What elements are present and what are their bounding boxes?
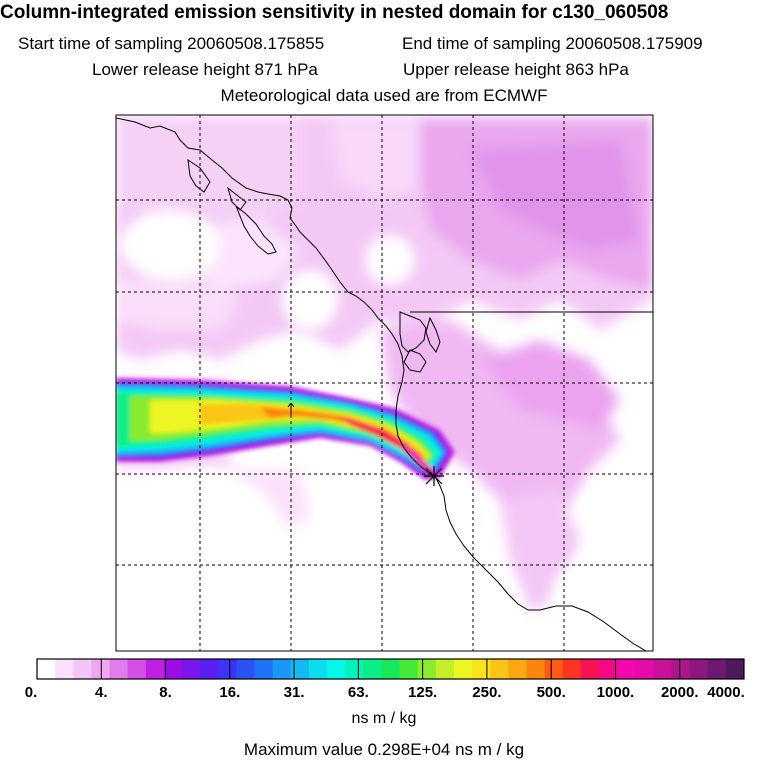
color-scale-swatch [381, 659, 400, 679]
lower-release-height-label: Lower release height 871 hPa [92, 60, 318, 79]
color-scale-swatch [254, 659, 274, 679]
color-scale-swatch [635, 659, 654, 679]
color-scale-swatch [562, 659, 582, 679]
color-scale-swatch [435, 659, 455, 679]
color-scale-swatch [544, 659, 564, 679]
units-label: ns m / kg [351, 710, 417, 727]
color-scale-swatch [272, 659, 292, 679]
color-scale-swatch [671, 659, 691, 679]
color-scale-swatch [725, 659, 745, 679]
color-scale-swatch [526, 659, 545, 679]
upper-release-height-label: Upper release height 863 hPa [403, 60, 629, 79]
color-scale-swatch [453, 659, 473, 679]
color-scale-swatch [689, 659, 709, 679]
start-time-label: Start time of sampling 20060508.175855 [18, 34, 325, 53]
color-scale-swatch [182, 659, 201, 679]
color-scale-swatch [218, 659, 237, 679]
end-time-label: End time of sampling 20060508.175909 [402, 34, 703, 53]
color-scale-swatch [472, 659, 491, 679]
maximum-value-label: Maximum value 0.298E+04 ns m / kg [243, 740, 525, 759]
color-scale-swatch [617, 659, 636, 679]
color-scale-swatch [399, 659, 419, 679]
zero-regions [116, 210, 650, 645]
release-location-marker [424, 466, 444, 486]
color-scale-swatch [580, 659, 600, 679]
color-scale-tick-label: 2000. [660, 684, 699, 701]
color-scale-bar [36, 658, 745, 680]
color-scale-swatch [145, 659, 165, 679]
color-scale-tick-label: 500. [536, 684, 566, 701]
emission-plume [116, 378, 455, 480]
color-scale-swatch [55, 659, 74, 679]
color-scale-swatch [73, 659, 92, 679]
color-scale-tick-label: 0. [24, 684, 38, 701]
color-scale-swatch [200, 659, 219, 679]
color-scale-swatch [707, 659, 727, 679]
color-scale-tick-label: 1000. [596, 684, 635, 701]
color-scale-swatch [598, 659, 618, 679]
color-scale-tick-label: 125. [408, 684, 438, 701]
color-scale-swatch [290, 659, 310, 679]
color-scale-tick-label: 4000. [707, 684, 745, 701]
met-data-label: Meteorological data used are from ECMWF [220, 86, 548, 105]
color-scale-tick-label: 63. [347, 684, 369, 701]
color-scale-swatch [91, 659, 110, 679]
trajectory-tick [287, 402, 295, 416]
coastline [116, 117, 653, 651]
color-scale-swatch [417, 659, 437, 679]
color-scale-outline [36, 658, 745, 680]
color-scale-tick-label: 4. [95, 684, 108, 701]
sensitivity-field [116, 115, 653, 645]
color-scale-swatch [345, 659, 364, 679]
color-scale-swatch [236, 659, 255, 679]
color-scale-swatch [508, 659, 527, 679]
color-scale-swatch [363, 659, 382, 679]
figure-title: Column-integrated emission sensitivity i… [0, 2, 669, 23]
color-scale-swatch [37, 659, 56, 679]
color-scale-swatch [163, 659, 183, 679]
color-scale-tick-label: 16. [219, 684, 241, 701]
color-scale-swatch [109, 659, 129, 679]
graticule [116, 115, 653, 651]
color-scale-tick-label: 8. [159, 684, 172, 701]
color-scale-swatch [327, 659, 346, 679]
color-scale-tick-label: 250. [472, 684, 502, 701]
map-panel [115, 114, 654, 652]
color-scale-swatch [127, 659, 147, 679]
color-scale-tick-label: 31. [283, 684, 305, 701]
color-scale-swatch [490, 659, 509, 679]
color-scale-swatch [653, 659, 672, 679]
color-scale-swatch [308, 659, 328, 679]
